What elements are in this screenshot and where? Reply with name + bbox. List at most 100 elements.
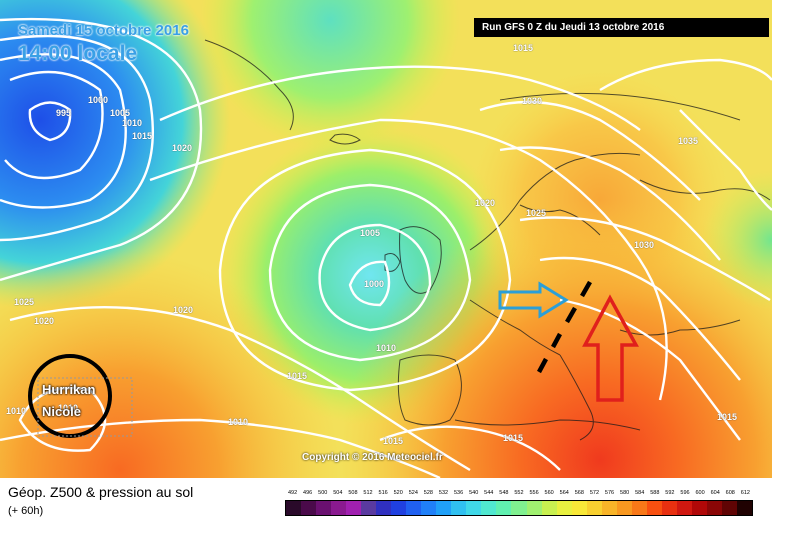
legend-swatch bbox=[601, 501, 617, 515]
legend-label: 544 bbox=[484, 490, 494, 496]
legend-swatch bbox=[286, 501, 302, 515]
legend-swatch bbox=[736, 501, 752, 515]
legend-swatch bbox=[361, 501, 377, 515]
isobar-label: 1010 bbox=[376, 343, 397, 353]
legend-label: 592 bbox=[665, 490, 675, 496]
legend-swatch bbox=[406, 501, 422, 515]
legend-label: 552 bbox=[514, 490, 524, 496]
legend-label: 580 bbox=[620, 490, 630, 496]
legend-swatch bbox=[496, 501, 512, 515]
isobar-label: 1010 bbox=[122, 118, 143, 128]
legend-label: 548 bbox=[499, 490, 509, 496]
legend-label: 560 bbox=[544, 490, 554, 496]
isobar-label: 1025 bbox=[526, 208, 547, 218]
legend-swatch bbox=[331, 501, 347, 515]
legend-swatch bbox=[556, 501, 572, 515]
map-time: 14:00 locale bbox=[18, 42, 138, 65]
legend-label: 596 bbox=[680, 490, 690, 496]
legend-label: 600 bbox=[695, 490, 705, 496]
legend-swatch bbox=[466, 501, 482, 515]
legend-swatch bbox=[421, 501, 437, 515]
legend-swatches bbox=[285, 500, 753, 516]
color-scale-legend: 492 496 500 504 508 512 516 520 524 528 532 536 540 5… bbox=[285, 488, 753, 518]
legend-swatch bbox=[646, 501, 662, 515]
run-label: Run GFS 0 Z du Jeudi 13 octobre 2016 bbox=[474, 18, 769, 37]
hurricane-label-line2: Nicole bbox=[42, 404, 82, 419]
isobar-label: 1030 bbox=[522, 96, 543, 106]
legend-swatch bbox=[391, 501, 407, 515]
legend-label: 540 bbox=[469, 490, 479, 496]
page-edge bbox=[772, 0, 785, 478]
isobar-label: 1015 bbox=[287, 371, 308, 381]
isobar-label: 1015 bbox=[503, 433, 524, 443]
weather-map: Samedi 15 octobre 2016 14:00 locale Run … bbox=[0, 0, 772, 478]
legend-label: 536 bbox=[453, 490, 464, 496]
isobar-label: 1025 bbox=[14, 297, 35, 307]
map-title: Géop. Z500 & pression au sol bbox=[8, 484, 194, 500]
legend-label: 568 bbox=[574, 490, 584, 496]
hurricane-label-line1: Hurrikan bbox=[42, 382, 96, 397]
legend-swatch bbox=[631, 501, 647, 515]
legend-swatch bbox=[676, 501, 692, 515]
map-canvas bbox=[0, 0, 772, 478]
legend-label: 504 bbox=[333, 490, 343, 496]
isobar-label: 1010 bbox=[228, 417, 249, 427]
copyright-text: Copyright © 2016 Meteociel.fr bbox=[302, 452, 443, 463]
isobar-label: 1000 bbox=[364, 279, 385, 289]
legend-swatch bbox=[721, 501, 737, 515]
legend-label: 608 bbox=[725, 490, 735, 496]
isobar-label: 1020 bbox=[475, 198, 496, 208]
legend-swatch bbox=[691, 501, 707, 515]
isobar-label: 1035 bbox=[678, 136, 699, 146]
legend-swatch bbox=[616, 501, 632, 515]
isobar-label: 1010 bbox=[58, 403, 79, 413]
legend-swatch bbox=[571, 501, 587, 515]
legend-swatch bbox=[586, 501, 602, 515]
isobar-label: 1020 bbox=[173, 305, 194, 315]
legend-swatch bbox=[541, 501, 557, 515]
isobar-label: 1005 bbox=[360, 228, 381, 238]
legend-swatch bbox=[706, 501, 722, 515]
legend-labels: 492 496 500 504 508 512 516 520 524 528 532 536 540 5… bbox=[285, 488, 753, 499]
legend-label: 512 bbox=[363, 490, 373, 496]
legend-swatch bbox=[301, 501, 317, 515]
blue-flow-arrow bbox=[498, 281, 569, 319]
legend-label: 520 bbox=[393, 490, 403, 496]
legend-swatch bbox=[526, 501, 542, 515]
legend-swatch bbox=[376, 501, 392, 515]
legend-label: 500 bbox=[318, 490, 328, 496]
coastlines bbox=[204, 39, 771, 441]
legend-label: 516 bbox=[378, 490, 388, 496]
isobar-label: 1015 bbox=[717, 412, 738, 422]
legend-swatch bbox=[436, 501, 452, 515]
legend-swatch bbox=[451, 501, 467, 515]
legend-label: 584 bbox=[635, 490, 645, 496]
legend-label: 604 bbox=[710, 490, 720, 496]
legend-swatch bbox=[481, 501, 497, 515]
legend-label: 588 bbox=[650, 490, 660, 496]
isobar-label: 1020 bbox=[172, 143, 193, 153]
isobar-label: 1020 bbox=[34, 316, 55, 326]
legend-label: 532 bbox=[438, 490, 449, 496]
legend-label: 556 bbox=[529, 490, 539, 496]
legend-label: 508 bbox=[348, 490, 358, 496]
isobar-label: 1015 bbox=[513, 43, 534, 53]
legend-label: 492 bbox=[287, 490, 298, 496]
legend-label: 524 bbox=[408, 490, 418, 496]
legend-label: 576 bbox=[604, 490, 615, 496]
isobar-lines bbox=[0, 17, 772, 478]
isobar-label: 1015 bbox=[383, 436, 404, 446]
legend-label: 496 bbox=[303, 490, 313, 496]
legend-swatch bbox=[511, 501, 527, 515]
isobar-label: 1030 bbox=[634, 240, 655, 250]
legend-label: 572 bbox=[589, 490, 600, 496]
front-line bbox=[537, 280, 592, 374]
legend-swatch bbox=[316, 501, 332, 515]
isobar-label: 1015 bbox=[132, 131, 153, 141]
isobar-label: 1010 bbox=[6, 406, 27, 416]
legend-label: 612 bbox=[740, 490, 750, 496]
isobar-label: 1005 bbox=[110, 108, 131, 118]
legend-label: 564 bbox=[559, 490, 569, 496]
red-flow-arrow bbox=[582, 294, 639, 402]
legend-swatch bbox=[346, 501, 362, 515]
